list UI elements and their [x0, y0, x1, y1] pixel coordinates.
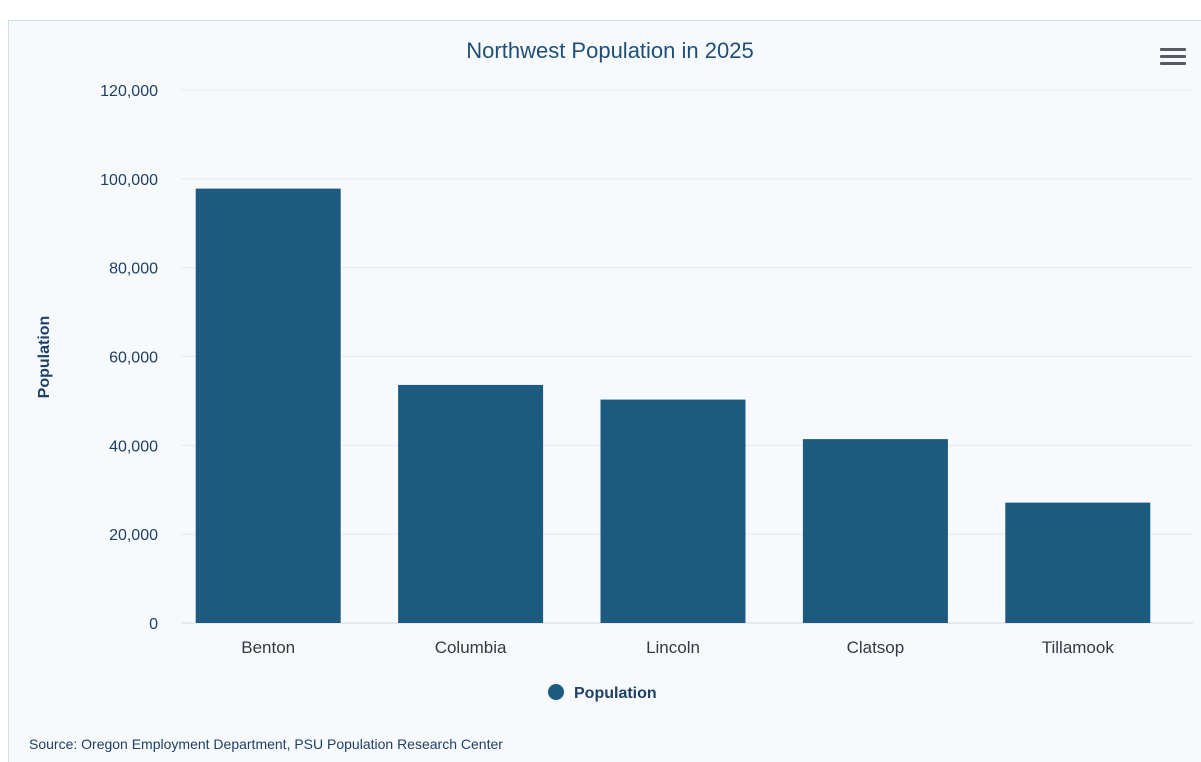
x-tick-label: Benton — [241, 638, 295, 657]
menu-line — [1160, 55, 1186, 58]
y-tick-label: 120,000 — [100, 83, 158, 100]
y-axis-label: Population — [36, 316, 53, 399]
x-tick-label: Clatsop — [847, 638, 905, 657]
y-tick-label: 20,000 — [109, 527, 158, 544]
menu-line — [1160, 62, 1186, 65]
y-tick-label: 100,000 — [100, 172, 158, 189]
bar — [398, 384, 544, 623]
y-tick-label: 60,000 — [109, 350, 158, 367]
bar — [802, 439, 948, 623]
menu-line — [1160, 48, 1186, 51]
bar — [195, 188, 341, 624]
y-tick-label: 40,000 — [109, 438, 158, 455]
y-tick-label: 0 — [149, 616, 158, 633]
chart-title: Northwest Population in 2025 — [466, 38, 754, 63]
x-tick-label: Lincoln — [646, 638, 700, 657]
y-tick-label: 80,000 — [109, 261, 158, 278]
bar — [600, 399, 746, 623]
legend-label: Population — [574, 685, 657, 702]
x-tick-label: Columbia — [435, 638, 507, 657]
hamburger-menu-icon[interactable] — [1160, 48, 1186, 68]
legend-marker — [548, 684, 564, 700]
bar — [1005, 502, 1151, 623]
x-tick-label: Tillamook — [1042, 638, 1115, 657]
source-note: Source: Oregon Employment Department, PS… — [29, 736, 503, 752]
